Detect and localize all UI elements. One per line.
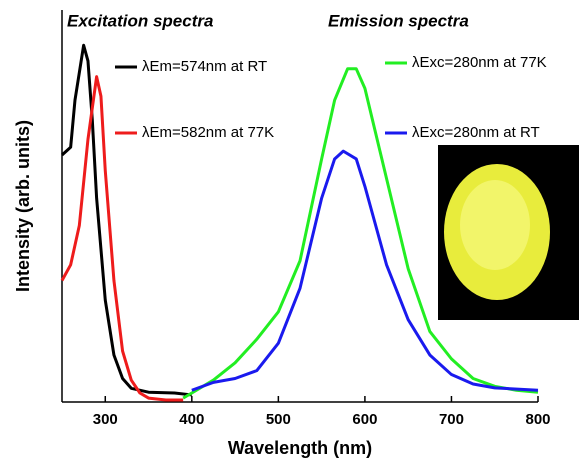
x-tick-label: 800 (525, 411, 550, 428)
legend-label: λEm=574nm at RT (142, 58, 267, 75)
series-line (191, 149, 539, 392)
x-tick-label: 600 (352, 411, 377, 428)
x-tick-label: 500 (266, 411, 291, 428)
y-axis-label: Intensity (arb. units) (13, 120, 33, 292)
series-line (60, 43, 192, 397)
x-tick-label: 300 (93, 411, 118, 428)
series-line (182, 67, 539, 400)
annotation: Excitation spectra (67, 11, 213, 30)
series-line (60, 75, 184, 402)
inset-photo (438, 145, 579, 320)
legend-label: λExc=280nm at RT (412, 124, 540, 141)
legend-label: λExc=280nm at 77K (412, 54, 547, 71)
legend-label: λEm=582nm at 77K (142, 124, 274, 141)
x-axis-label: Wavelength (nm) (228, 438, 372, 458)
annotation: Emission spectra (328, 11, 469, 30)
x-tick-label: 700 (439, 411, 464, 428)
x-tick-label: 400 (179, 411, 204, 428)
